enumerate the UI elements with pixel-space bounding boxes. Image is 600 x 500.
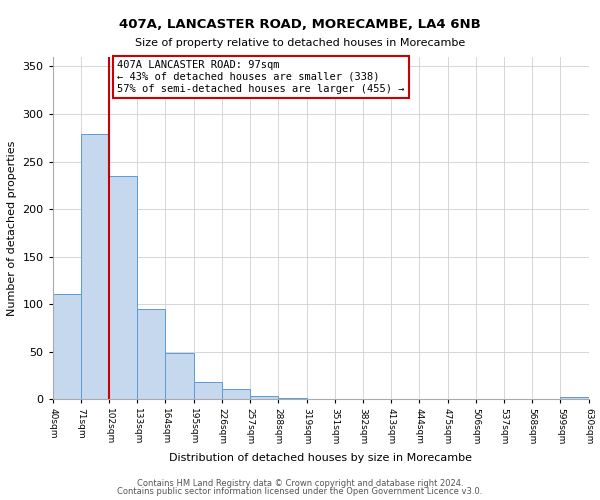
Bar: [137, 309, 166, 400]
Text: 407A, LANCASTER ROAD, MORECAMBE, LA4 6NB: 407A, LANCASTER ROAD, MORECAMBE, LA4 6NB: [119, 18, 481, 30]
X-axis label: Distribution of detached houses by size in Morecambe: Distribution of detached houses by size …: [169, 453, 472, 463]
Bar: [250, 396, 278, 400]
Bar: [278, 398, 307, 400]
Y-axis label: Number of detached properties: Number of detached properties: [7, 140, 17, 316]
Bar: [560, 398, 589, 400]
Bar: [53, 294, 81, 400]
Bar: [194, 382, 222, 400]
Text: Contains HM Land Registry data © Crown copyright and database right 2024.: Contains HM Land Registry data © Crown c…: [137, 478, 463, 488]
Text: Contains public sector information licensed under the Open Government Licence v3: Contains public sector information licen…: [118, 487, 482, 496]
Bar: [222, 389, 250, 400]
Text: 407A LANCASTER ROAD: 97sqm
← 43% of detached houses are smaller (338)
57% of sem: 407A LANCASTER ROAD: 97sqm ← 43% of deta…: [117, 60, 404, 94]
Bar: [166, 352, 194, 400]
Bar: [81, 134, 109, 400]
Bar: [109, 176, 137, 400]
Text: Size of property relative to detached houses in Morecambe: Size of property relative to detached ho…: [135, 38, 465, 48]
